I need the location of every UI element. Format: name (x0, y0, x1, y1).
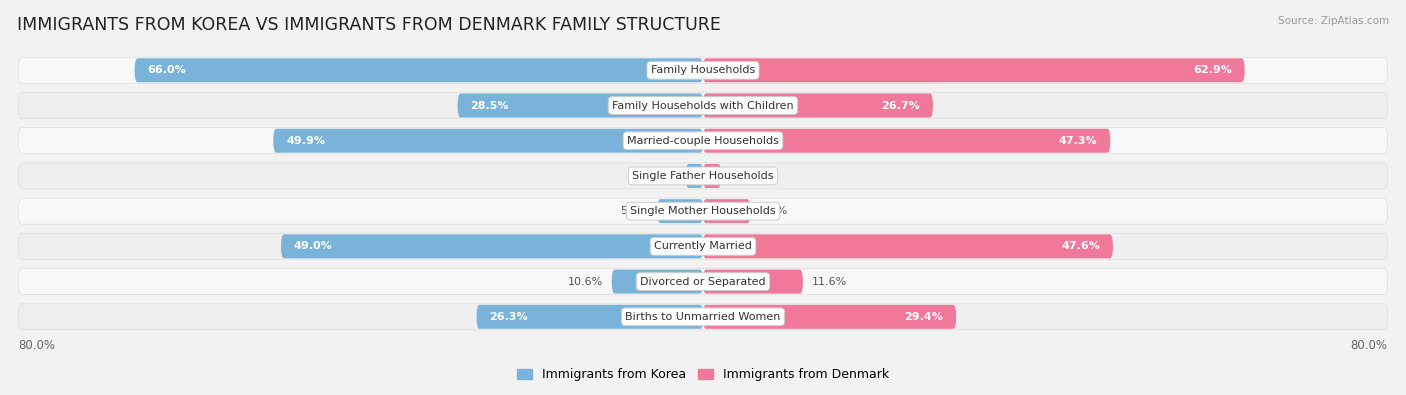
FancyBboxPatch shape (703, 270, 803, 293)
Text: 5.5%: 5.5% (759, 206, 787, 216)
FancyBboxPatch shape (273, 129, 703, 153)
FancyBboxPatch shape (281, 234, 703, 258)
FancyBboxPatch shape (703, 234, 1114, 258)
FancyBboxPatch shape (703, 305, 956, 329)
FancyBboxPatch shape (457, 94, 703, 117)
Text: Single Mother Households: Single Mother Households (630, 206, 776, 216)
FancyBboxPatch shape (18, 92, 1388, 118)
FancyBboxPatch shape (703, 164, 721, 188)
Text: 5.3%: 5.3% (620, 206, 648, 216)
Text: 28.5%: 28.5% (471, 100, 509, 111)
FancyBboxPatch shape (612, 270, 703, 293)
Text: 49.9%: 49.9% (287, 136, 325, 146)
FancyBboxPatch shape (703, 199, 751, 223)
Text: 62.9%: 62.9% (1192, 65, 1232, 75)
FancyBboxPatch shape (703, 58, 1244, 82)
Text: 26.7%: 26.7% (882, 100, 920, 111)
FancyBboxPatch shape (658, 199, 703, 223)
FancyBboxPatch shape (18, 269, 1388, 295)
Text: 47.3%: 47.3% (1059, 136, 1098, 146)
Text: Family Households: Family Households (651, 65, 755, 75)
Text: 29.4%: 29.4% (904, 312, 943, 322)
Legend: Immigrants from Korea, Immigrants from Denmark: Immigrants from Korea, Immigrants from D… (512, 363, 894, 386)
Text: 47.6%: 47.6% (1062, 241, 1099, 251)
FancyBboxPatch shape (135, 58, 703, 82)
FancyBboxPatch shape (703, 94, 934, 117)
Text: 49.0%: 49.0% (294, 241, 333, 251)
Text: 66.0%: 66.0% (148, 65, 186, 75)
FancyBboxPatch shape (18, 57, 1388, 83)
Text: 26.3%: 26.3% (489, 312, 529, 322)
FancyBboxPatch shape (18, 128, 1388, 154)
Text: IMMIGRANTS FROM KOREA VS IMMIGRANTS FROM DENMARK FAMILY STRUCTURE: IMMIGRANTS FROM KOREA VS IMMIGRANTS FROM… (17, 16, 721, 34)
Text: Married-couple Households: Married-couple Households (627, 136, 779, 146)
Text: Source: ZipAtlas.com: Source: ZipAtlas.com (1278, 16, 1389, 26)
FancyBboxPatch shape (18, 163, 1388, 189)
Text: Currently Married: Currently Married (654, 241, 752, 251)
Text: Births to Unmarried Women: Births to Unmarried Women (626, 312, 780, 322)
FancyBboxPatch shape (477, 305, 703, 329)
Text: Divorced or Separated: Divorced or Separated (640, 276, 766, 287)
Text: 80.0%: 80.0% (18, 339, 55, 352)
Text: 10.6%: 10.6% (568, 276, 603, 287)
Text: 2.1%: 2.1% (730, 171, 758, 181)
FancyBboxPatch shape (686, 164, 703, 188)
Text: Single Father Households: Single Father Households (633, 171, 773, 181)
Text: 11.6%: 11.6% (811, 276, 846, 287)
Text: 80.0%: 80.0% (1351, 339, 1388, 352)
FancyBboxPatch shape (18, 304, 1388, 330)
FancyBboxPatch shape (703, 129, 1111, 153)
Text: 2.0%: 2.0% (648, 171, 678, 181)
FancyBboxPatch shape (18, 198, 1388, 224)
Text: Family Households with Children: Family Households with Children (612, 100, 794, 111)
FancyBboxPatch shape (18, 233, 1388, 260)
